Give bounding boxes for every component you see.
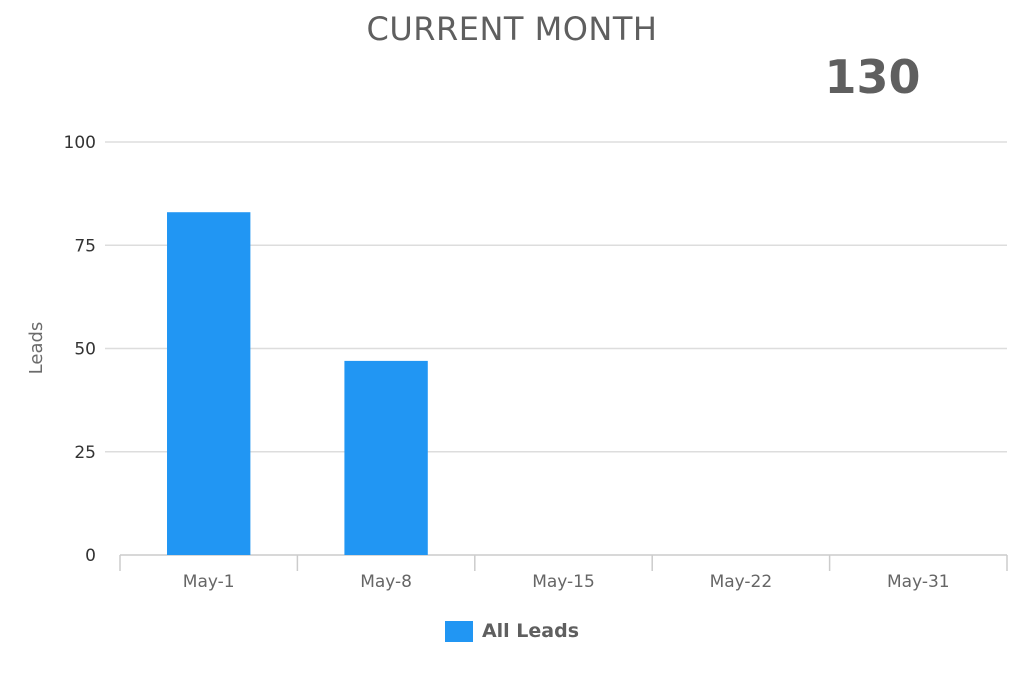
bars	[167, 212, 428, 555]
x-tick-label-May-1: May-1	[183, 572, 235, 592]
y-tick-label-100: 100	[64, 133, 96, 153]
y-tick-label-25: 25	[74, 443, 96, 463]
total-leads-value: 130	[824, 50, 921, 104]
legend-label-all-leads: All Leads	[481, 620, 580, 642]
x-tick-label-May-31: May-31	[887, 572, 950, 592]
bar-May-1	[167, 212, 251, 555]
legend-swatch-all-leads	[444, 620, 473, 642]
x-axis: May-1 May-8 May-15 May-22 May-31	[119, 554, 1008, 592]
y-tick-label-50: 50	[74, 340, 96, 360]
bar-May-8	[344, 360, 428, 555]
chart-legend: All Leads	[0, 620, 1024, 642]
gridlines	[105, 141, 1007, 453]
y-tick-label-75: 75	[74, 236, 96, 256]
y-tick-label-0: 0	[85, 546, 96, 566]
x-tick-label-May-15: May-15	[532, 572, 595, 592]
x-tick-label-May-22: May-22	[710, 572, 773, 592]
x-tick-label-May-8: May-8	[360, 572, 412, 592]
y-axis-ticks: 0 25 50 75 100	[64, 133, 96, 566]
chart-title: CURRENT MONTH	[366, 10, 658, 48]
y-axis-label: Leads	[26, 322, 47, 375]
